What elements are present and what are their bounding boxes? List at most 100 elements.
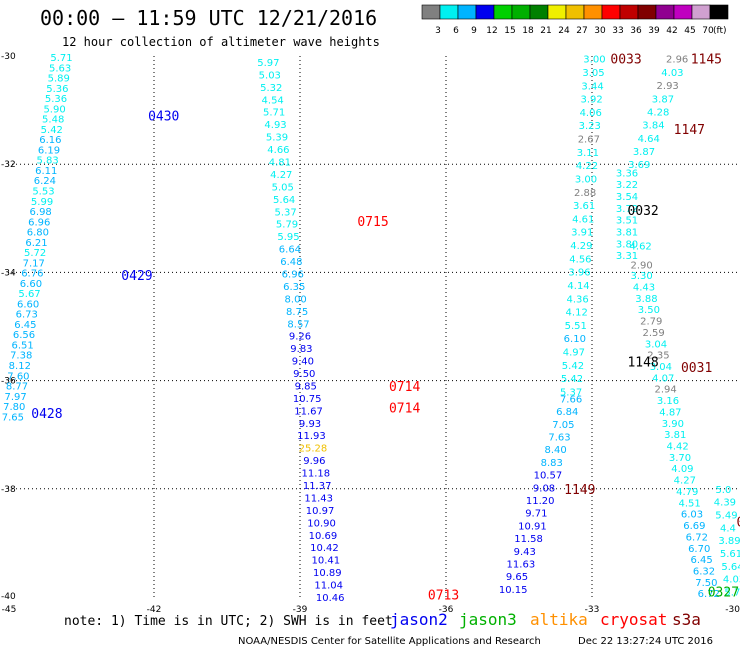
pass-time: 1149 [564,483,595,498]
pass-time-labels: 0430 0429 0428 0715 0714 0714 0713 0033 1145 1147… [31,53,740,604]
x-tick-label: -36 [439,605,454,615]
wave-height-value: 8.83 [541,458,563,469]
wave-height-value: 5.64 [273,195,295,206]
pass-time: 1148 [627,356,658,371]
pass-time: 0429 [121,269,152,284]
footer-note: note: 1) Time is in UTC; 2) SWH is in fe… [64,614,393,629]
x-tick-label: -45 [2,605,17,615]
wave-height-value: 6.51 [11,340,33,351]
axis-ticks: -45 -42 -39 -36 -33 -30 -30 -32 -34 -36 -38 -40 [1,52,740,615]
wave-height-value: 11.18 [301,469,330,480]
wave-height-value: 3.00 [575,174,597,185]
wave-height-value: 8.57 [287,319,309,330]
legend-swatch [691,4,711,20]
legend-unit: (ft) [713,26,727,36]
wave-height-value: 6.76 [21,269,43,280]
wave-height-value: 4.29 [570,241,592,252]
timestamp: Dec 22 13:27:24 UTC 2016 [578,636,713,647]
wave-height-value: 6.96 [28,217,50,228]
wave-height-value: 10.89 [313,568,342,579]
legend-swatch [673,4,693,20]
wave-height-value: 9.50 [293,369,315,380]
wave-height-value: 7.50 [695,578,717,589]
wave-height-value: 6.69 [683,521,705,532]
wave-height-value: 5.0 [715,485,731,496]
pass-time: 0428 [31,407,62,422]
y-tick-label: -40 [1,592,16,602]
wave-height-value: 3.87 [633,147,655,158]
wave-height-value: 4.97 [563,347,585,358]
pass-time: 0031 [681,361,712,376]
wave-height-value: 4.51 [678,498,700,509]
wave-height-value: 3.44 [581,81,603,92]
legend-swatch [709,4,729,20]
wave-height-value: 3.04 [645,339,667,350]
wave-height-value: 10.41 [312,556,341,567]
legend-swatch [493,4,513,20]
title: 00:00 – 11:59 UTC 12/21/2016 [40,6,377,30]
wave-height-value: 8.75 [286,307,308,318]
legend-label: 70 [702,26,714,36]
satellite-name: cryosat [600,610,667,629]
wave-height-value: 7.66 [560,394,582,405]
legend-swatch [511,4,531,20]
legend-swatch [547,4,567,20]
wave-height-value: 2.67 [578,135,600,146]
wave-height-value: 3.92 [580,95,602,106]
wave-height-value: 10.91 [518,521,547,532]
wave-height-value: 6.24 [34,176,56,187]
wave-height-value: 3.88 [635,294,657,305]
wave-height-value: 4.28 [647,107,669,118]
wave-height-value: 5.72 [24,248,46,259]
wave-height-value: 9.85 [295,381,317,392]
wave-height-value: 3.61 [573,201,595,212]
wave-height-value: 6.10 [564,334,586,345]
legend-swatch [583,4,603,20]
wave-height-value: 6.72 [698,589,720,600]
wave-height-value: 3.80 [616,239,638,250]
wave-height-value: 6.16 [39,135,61,146]
wave-height-value: 6.84 [556,407,578,418]
wave-height-value: 3.22 [616,180,638,191]
wave-height-value: 3.31 [616,251,638,262]
wave-height-value: 7.38 [10,351,32,362]
wave-height-value: 3.84 [642,121,664,132]
legend-label: 9 [471,26,477,36]
wave-height-value: 5.61 [720,549,740,560]
legend-swatch [637,4,657,20]
wave-height-value: 5.36 [45,94,67,105]
wave-height-value: 11.04 [314,581,343,592]
legend-label: 27 [576,26,587,36]
pass-time: 1145 [691,53,722,68]
wave-height-value: 9.26 [289,332,311,343]
wave-height-value: 11.20 [526,496,555,507]
wave-height-value: 5.37 [560,387,582,398]
pass-time: 0033 [610,53,641,68]
wave-height-value: 3.05 [582,68,604,79]
wave-height-value: 2.93 [657,81,679,92]
pass-time: 0715 [357,215,388,230]
legend-label: 30 [594,26,606,36]
wave-height-value: 3.72 [616,204,638,215]
wave-height-value: 5.51 [565,321,587,332]
wave-height-value: 2.96 [666,55,688,66]
wave-height-value: 4.39 [714,498,736,509]
pass-time: 1147 [674,123,705,138]
legend-label: 12 [486,26,497,36]
wave-height-value: 4.27 [674,476,696,487]
wave-height-value: 4.14 [567,281,589,292]
wave-height-value: 6.80 [27,228,49,239]
color-legend: 3 6 9 12 15 18 21 24 27 30 33 36 39 42 45 70 (ft) [421,4,729,36]
y-tick-label: -36 [1,377,16,387]
legend-label: 3 [435,26,441,36]
wave-height-value: 5.90 [43,104,65,115]
wave-height-value: 3.81 [616,227,638,238]
wave-height-value: 8.40 [544,445,566,456]
wave-height-value: 9.40 [292,357,314,368]
wave-height-value: 2.79 [640,317,662,328]
wave-height-value: 2.88 [574,188,596,199]
pass-time: 0714 [389,380,420,395]
wave-height-value: 6.60 [20,279,42,290]
grid-lines [8,56,738,597]
